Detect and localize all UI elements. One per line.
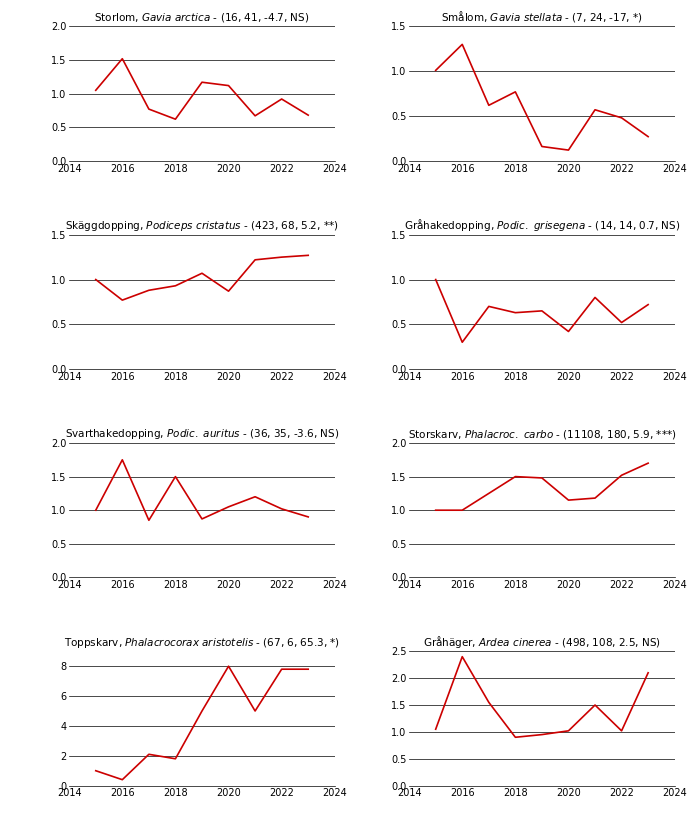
Title: Skäggdopping, $\mathit{Podiceps\ cristatus}$ - (423, 68, 5.2, **): Skäggdopping, $\mathit{Podiceps\ cristat…	[65, 219, 339, 233]
Title: Storskarv, $\mathit{Phalacroc.\ carbo}$ - (11108, 180, 5.9, ***): Storskarv, $\mathit{Phalacroc.\ carbo}$ …	[408, 428, 676, 441]
Title: Gråhakedopping, $\mathit{Podic.\ grisegena}$ - (14, 14, 0.7, NS): Gråhakedopping, $\mathit{Podic.\ grisege…	[403, 218, 680, 233]
Title: Gråhäger, $\mathit{Ardea\ cinerea}$ - (498, 108, 2.5, NS): Gråhäger, $\mathit{Ardea\ cinerea}$ - (4…	[423, 633, 661, 650]
Title: Smålom, $\mathit{Gavia\ stellata}$ - (7, 24, -17, *): Smålom, $\mathit{Gavia\ stellata}$ - (7,…	[441, 9, 643, 25]
Title: Storlom, $\mathit{Gavia\ arctica}$ - (16, 41, -4.7, NS): Storlom, $\mathit{Gavia\ arctica}$ - (16…	[94, 12, 309, 25]
Title: Svarthakedopping, $\mathit{Podic.\ auritus}$ - (36, 35, -3.6, NS): Svarthakedopping, $\mathit{Podic.\ aurit…	[65, 428, 339, 442]
Title: Toppskarv, $\mathit{Phalacrocorax\ aristotelis}$ - (67, 6, 65.3, *): Toppskarv, $\mathit{Phalacrocorax\ arist…	[64, 636, 340, 650]
